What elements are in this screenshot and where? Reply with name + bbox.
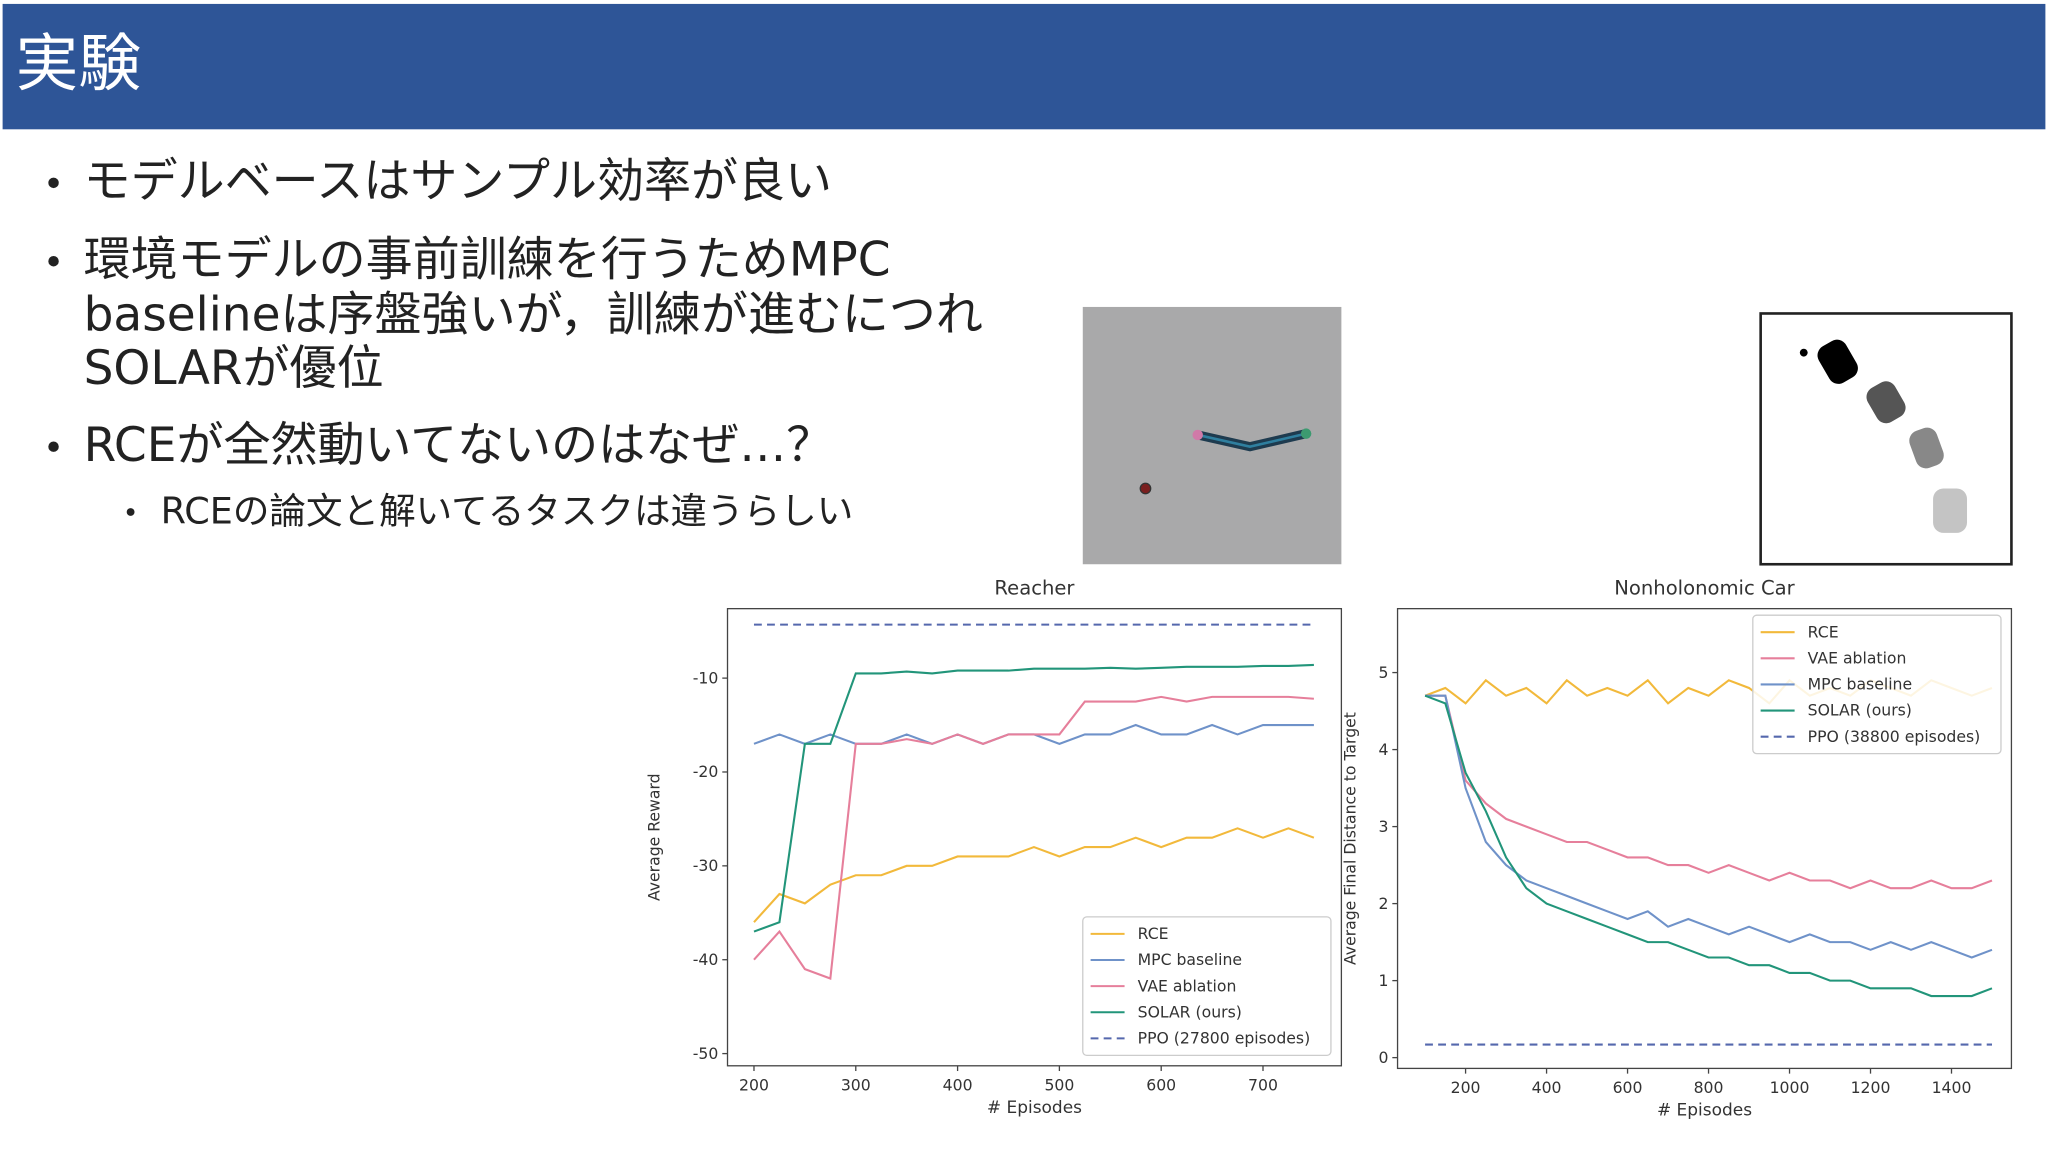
x-tick-label: 200 [739,1076,769,1095]
y-tick-label: -50 [693,1044,719,1063]
chart-title: Nonholonomic Car [1614,576,1795,599]
plot-frame [726,608,1343,1067]
chart-title: Reacher [994,576,1075,599]
x-tick-label: 1200 [1851,1078,1891,1097]
y-tick-label: -20 [693,762,719,781]
legend-label: MPC baseline [1808,675,1912,694]
x-tick-label: 600 [1613,1078,1643,1097]
x-axis-label: # Episodes [987,1098,1082,1118]
y-tick-label: 5 [1378,663,1388,682]
bullet-text: RCEが全然動いてないのはなぜ…？ [84,418,834,473]
slide-title: 実験 [16,27,141,100]
legend-label: SOLAR (ours) [1138,1002,1242,1021]
bullet-list: モデルベースはサンプル効率が良い環境モデルの事前訓練を行うためMPCbaseli… [48,154,983,533]
sub-bullet-dot [126,508,135,516]
x-tick-label: 700 [1248,1076,1278,1095]
bullet-text: モデルベースはサンプル効率が良い [84,154,833,209]
x-tick-label: 600 [1146,1076,1176,1095]
header-bar [2,3,2046,130]
x-tick-label: 200 [1451,1078,1481,1097]
x-tick-label: 300 [841,1076,871,1095]
x-tick-label: 1400 [1932,1078,1972,1097]
y-tick-label: 1 [1378,971,1388,990]
legend-box [1752,614,2002,755]
legend-label: PPO (27800 episodes) [1138,1029,1311,1048]
y-axis-label: Average Final Distance to Target [1341,712,1360,965]
y-tick-label: 2 [1378,894,1388,913]
y-tick-label: -10 [693,668,719,687]
series-line [753,827,1315,923]
legend-label: VAE ablation [1138,976,1237,995]
x-tick-label: 400 [1532,1078,1562,1097]
legend-label: RCE [1138,924,1169,943]
plot-frame [1396,608,2013,1070]
bullet-dot [48,177,59,189]
legend-box [1082,916,1332,1056]
x-tick-label: 500 [1044,1076,1074,1095]
legend-label: MPC baseline [1138,950,1242,969]
series-line [753,663,1314,933]
legend-label: VAE ablation [1808,649,1907,668]
car-image [1759,312,2013,566]
x-axis-label: # Episodes [1657,1100,1752,1120]
y-tick-label: 3 [1378,817,1388,836]
series-line [753,695,1314,980]
series-line [1425,694,1993,890]
legend-label: SOLAR (ours) [1808,701,1912,720]
sub-bullet-text: RCEの論文と解いてるタスクは違うらしい [161,490,854,533]
reacher-image [1082,306,1342,565]
y-tick-label: -40 [693,950,719,969]
legend-label: PPO (38800 episodes) [1808,727,1981,746]
x-tick-label: 800 [1694,1078,1724,1097]
bullet-text: 環境モデルの事前訓練を行うためMPC [84,233,891,288]
bullet-text: baselineは序盤強いが，訓練が進むにつれ [84,287,983,342]
legend-label: RCE [1808,622,1839,641]
series-line [1424,694,1993,998]
y-tick-label: 0 [1378,1048,1388,1067]
y-tick-label: -30 [693,856,719,875]
bullet-text: SOLARが優位 [84,341,384,396]
series-line [1425,694,1993,959]
x-tick-label: 1000 [1770,1078,1810,1097]
bullet-dot [48,256,59,267]
x-tick-label: 400 [943,1076,973,1095]
y-axis-label: Average Reward [645,773,664,901]
y-tick-label: 4 [1378,740,1388,759]
bullet-dot [48,441,59,452]
